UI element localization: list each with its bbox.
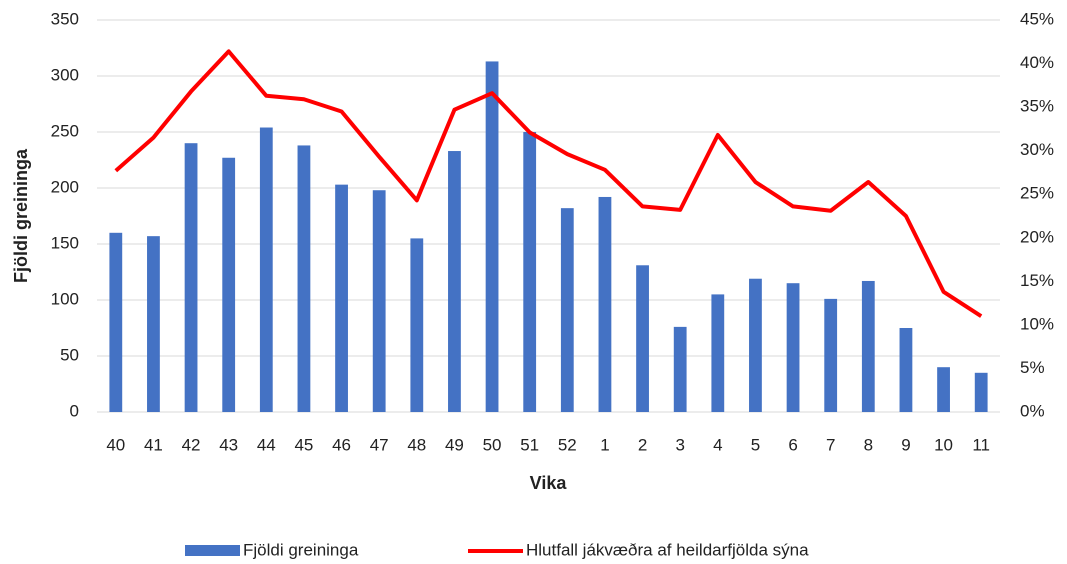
line xyxy=(114,49,983,318)
bar xyxy=(598,196,612,412)
bar xyxy=(372,190,386,412)
bar xyxy=(974,372,988,412)
y2-tick-label: 25% xyxy=(1020,184,1054,203)
bar xyxy=(297,145,311,412)
bar xyxy=(335,184,348,412)
bar xyxy=(711,294,725,412)
x-tick-label: 40 xyxy=(106,435,125,454)
legend-swatch xyxy=(185,545,240,556)
y2-tick-label: 15% xyxy=(1020,271,1054,290)
y2-tick-label: 10% xyxy=(1020,314,1054,333)
bar xyxy=(899,328,913,412)
legend-label: Fjöldi greininga xyxy=(243,540,359,559)
bar xyxy=(523,132,537,412)
bar xyxy=(109,232,123,412)
x-tick-label: 45 xyxy=(294,435,313,454)
bar xyxy=(861,280,875,412)
y-tick-label: 250 xyxy=(51,121,79,140)
x-tick-label: 6 xyxy=(788,435,797,454)
x-tick-label: 11 xyxy=(972,435,990,454)
y-tick-label: 350 xyxy=(51,9,79,28)
x-tick-label: 7 xyxy=(826,435,835,454)
y-tick-label: 100 xyxy=(51,289,79,308)
y2-tick-label: 45% xyxy=(1020,9,1054,28)
x-tick-label: 1 xyxy=(600,435,609,454)
bar xyxy=(222,157,236,412)
y2-tick-label: 20% xyxy=(1020,227,1054,246)
bar xyxy=(410,238,424,412)
x-tick-label: 48 xyxy=(407,435,426,454)
y2-tick-label: 0% xyxy=(1020,401,1045,420)
x-tick-label: 52 xyxy=(558,435,577,454)
x-tick-label: 2 xyxy=(638,435,647,454)
x-tick-label: 43 xyxy=(219,435,238,454)
x-tick-label: 41 xyxy=(144,435,163,454)
x-tick-label: 49 xyxy=(445,435,464,454)
y2-tick-label: 5% xyxy=(1020,358,1045,377)
bar xyxy=(937,367,950,412)
bar xyxy=(448,151,461,413)
bar xyxy=(259,127,273,413)
x-tick-label: 3 xyxy=(675,435,684,454)
x-tick-label: 44 xyxy=(257,435,276,454)
x-tick-label: 50 xyxy=(483,435,502,454)
bar xyxy=(824,298,838,412)
y-tick-label: 300 xyxy=(51,65,79,84)
y-tick-label: 200 xyxy=(51,177,79,196)
bar xyxy=(485,61,499,412)
y-tick-label: 0 xyxy=(70,401,79,420)
bar xyxy=(673,326,687,412)
y-tick-label: 150 xyxy=(51,233,79,252)
x-axis-title: Vika xyxy=(530,473,568,493)
bar xyxy=(749,278,762,412)
y2-tick-label: 35% xyxy=(1020,97,1054,116)
x-tick-label: 9 xyxy=(901,435,910,454)
y-axis-title: Fjöldi greininga xyxy=(11,148,31,283)
y-tick-label: 50 xyxy=(60,345,79,364)
bar xyxy=(786,283,800,412)
legend-label: Hlutfall jákvæðra af heildarfjölda sýna xyxy=(526,540,809,559)
bar xyxy=(184,143,198,412)
x-tick-label: 46 xyxy=(332,435,351,454)
x-tick-label: 10 xyxy=(934,435,953,454)
bar xyxy=(560,208,574,412)
x-tick-label: 47 xyxy=(370,435,389,454)
bar xyxy=(636,265,649,412)
y2-tick-label: 30% xyxy=(1020,140,1054,159)
x-tick-label: 51 xyxy=(520,435,539,454)
x-tick-label: 5 xyxy=(751,435,760,454)
x-tick-label: 42 xyxy=(182,435,201,454)
x-tick-label: 8 xyxy=(864,435,873,454)
bar xyxy=(147,236,160,412)
x-tick-label: 4 xyxy=(713,435,722,454)
y2-tick-label: 40% xyxy=(1020,53,1054,72)
